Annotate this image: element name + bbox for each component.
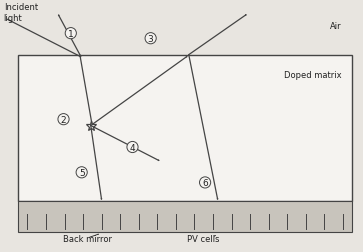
- Text: 2: 2: [61, 115, 66, 124]
- Text: PV cells: PV cells: [187, 234, 220, 243]
- Text: 4: 4: [130, 143, 135, 152]
- Text: 1: 1: [68, 29, 74, 39]
- Text: Back mirror: Back mirror: [63, 234, 111, 243]
- Text: Air: Air: [330, 22, 341, 31]
- Bar: [18, 55, 352, 202]
- Bar: [18, 202, 352, 232]
- Text: 5: 5: [79, 168, 85, 177]
- Text: 6: 6: [202, 178, 208, 187]
- Text: Doped matrix: Doped matrix: [284, 71, 341, 80]
- Text: Incident
light: Incident light: [4, 3, 38, 22]
- Text: 3: 3: [148, 35, 154, 44]
